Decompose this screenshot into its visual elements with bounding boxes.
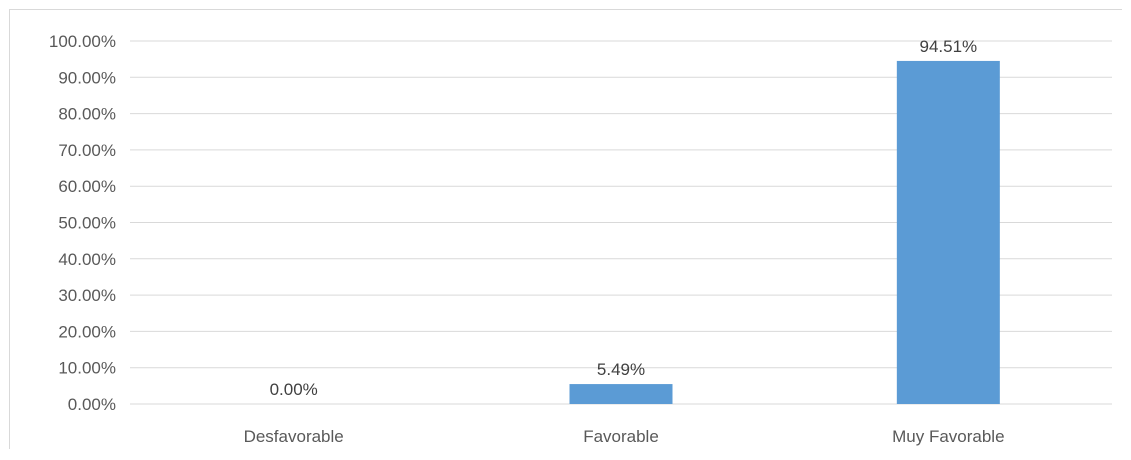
y-tick-label: 100.00% xyxy=(49,32,116,51)
x-category-label: Muy Favorable xyxy=(892,427,1004,446)
bars xyxy=(569,60,1000,404)
y-tick-label: 0.00% xyxy=(68,395,116,414)
y-tick-label: 40.00% xyxy=(58,250,116,269)
data-label: 94.51% xyxy=(919,37,977,56)
bar xyxy=(896,60,1000,404)
data-label: 0.00% xyxy=(270,380,318,399)
bar xyxy=(569,384,673,404)
chart-frame xyxy=(9,9,1122,449)
y-tick-label: 10.00% xyxy=(58,359,116,378)
y-tick-label: 60.00% xyxy=(58,177,116,196)
x-category-label: Favorable xyxy=(583,427,659,446)
x-axis-category-labels: Desfavorable Favorable Muy Favorable xyxy=(244,427,1005,446)
data-label: 5.49% xyxy=(597,360,645,379)
y-tick-label: 80.00% xyxy=(58,105,116,124)
y-tick-label: 20.00% xyxy=(58,322,116,341)
y-tick-label: 50.00% xyxy=(58,214,116,233)
y-tick-label: 70.00% xyxy=(58,141,116,160)
y-axis-tick-labels: 0.00% 10.00% 20.00% 30.00% 40.00% 50.00% 60.00… xyxy=(49,32,116,414)
y-tick-label: 90.00% xyxy=(58,68,116,87)
data-labels: 0.00% 5.49% 94.51% xyxy=(270,37,978,399)
x-category-label: Desfavorable xyxy=(244,427,344,446)
y-tick-label: 30.00% xyxy=(58,286,116,305)
